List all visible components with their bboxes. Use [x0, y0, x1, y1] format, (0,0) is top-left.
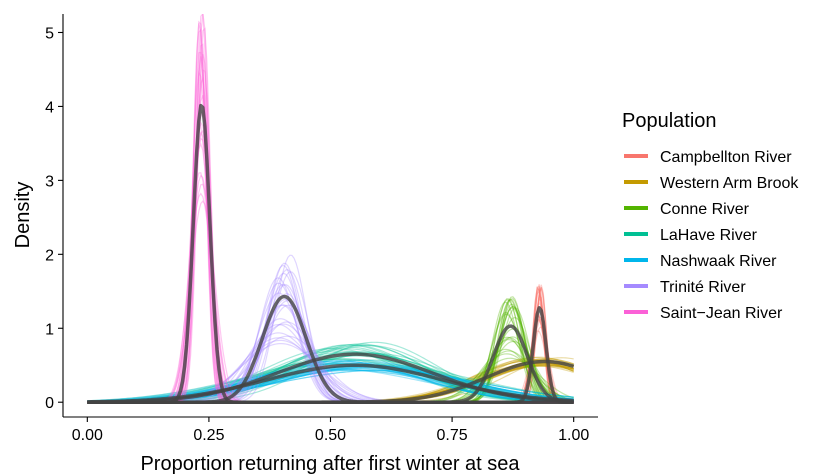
x-tick-label: 1.00 [558, 427, 589, 444]
mean-density-layer [87, 103, 575, 404]
x-tick-label: 0.00 [72, 427, 103, 444]
legend-item: Trinité River [624, 279, 746, 296]
x-tick-label: 0.75 [437, 427, 468, 444]
y-tick-label: 4 [45, 99, 54, 116]
legend-item: LaHave River [624, 227, 758, 244]
legend-label: LaHave River [660, 227, 758, 244]
x-tick-label: 0.50 [315, 427, 346, 444]
legend-item: Conne River [624, 201, 750, 218]
legend-label: Saint−Jean River [660, 305, 783, 322]
y-tick-label: 0 [45, 395, 54, 412]
posterior-draw-line [87, 68, 574, 403]
posterior-draws-layer [87, 14, 574, 403]
legend-label: Campbellton River [660, 149, 792, 166]
mean-line-nashwaak-river [87, 363, 574, 404]
y-tick-label: 5 [45, 25, 54, 42]
y-tick-label: 3 [45, 173, 54, 190]
legend-item: Campbellton River [624, 149, 792, 166]
legend-label: Trinité River [660, 279, 746, 296]
legend-label: Nashwaak River [660, 253, 777, 270]
y-tick-label: 2 [45, 247, 54, 264]
y-axis-title: Density [12, 182, 34, 249]
mean-line-saint-jean-river [87, 103, 574, 404]
y-tick-label: 1 [45, 321, 54, 338]
x-axis-title: Proportion returning after first winter … [140, 453, 520, 475]
legend-label: Western Arm Brook [660, 175, 799, 192]
legend-item: Western Arm Brook [624, 175, 799, 192]
axes: 0.00 0.25 0.50 0.75 1.00 0 1 2 3 4 5 [45, 14, 598, 444]
legend-item: Saint−Jean River [624, 305, 783, 322]
x-tick-label: 0.25 [193, 427, 224, 444]
legend-title: Population [622, 110, 717, 132]
legend: Population Campbellton River Western Arm … [622, 110, 799, 322]
legend-item: Nashwaak River [624, 253, 777, 270]
legend-label: Conne River [660, 201, 750, 218]
posterior-draw-line [87, 367, 574, 402]
